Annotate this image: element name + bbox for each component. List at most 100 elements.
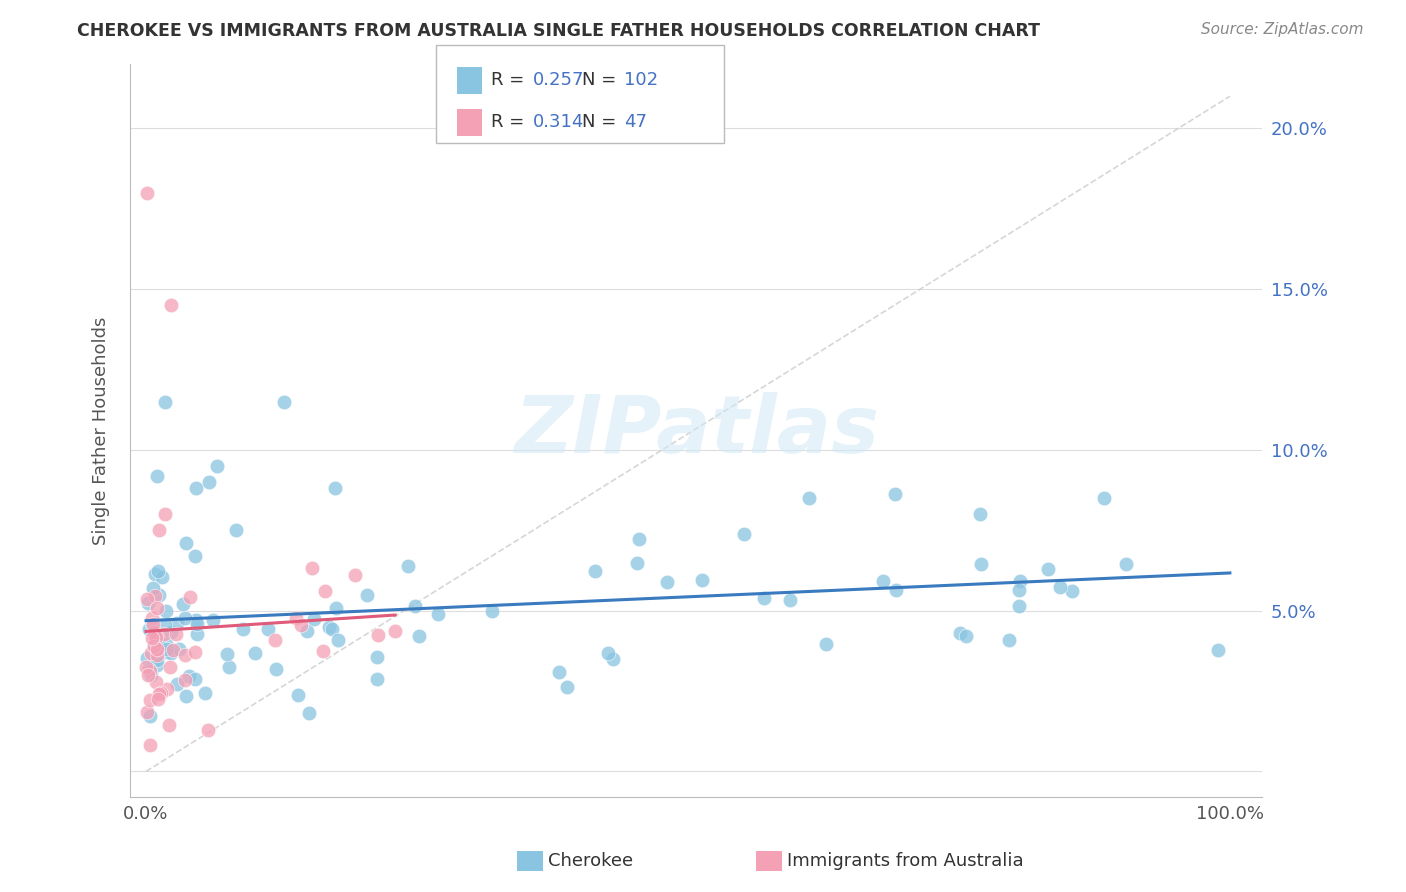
Point xyxy=(153,394,176,409)
Point xyxy=(145,641,167,656)
Point xyxy=(655,575,678,590)
Point xyxy=(872,574,894,588)
Point xyxy=(174,536,197,550)
Point xyxy=(404,599,426,614)
Point xyxy=(326,633,349,648)
Point xyxy=(165,627,187,641)
Point xyxy=(143,567,166,582)
Point xyxy=(273,394,295,409)
Point xyxy=(384,624,406,638)
Point xyxy=(1049,580,1071,594)
Point xyxy=(138,662,160,676)
Point xyxy=(232,622,254,636)
Point xyxy=(136,596,159,610)
Point xyxy=(998,633,1021,648)
Point xyxy=(159,646,181,660)
Point xyxy=(1115,558,1137,572)
Text: ZIPatlas: ZIPatlas xyxy=(513,392,879,469)
Point xyxy=(408,629,430,643)
Point xyxy=(159,298,181,312)
Point xyxy=(142,639,165,653)
Text: N =: N = xyxy=(582,113,621,131)
Point xyxy=(1062,584,1084,599)
Point xyxy=(186,627,208,641)
Point xyxy=(814,637,837,651)
Point xyxy=(160,624,183,639)
Point xyxy=(481,604,503,618)
Point xyxy=(139,664,162,678)
Point xyxy=(153,507,176,521)
Point xyxy=(177,669,200,683)
Point xyxy=(146,564,169,578)
Point xyxy=(184,645,207,659)
Point xyxy=(176,689,198,703)
Point xyxy=(257,622,280,636)
Point xyxy=(752,591,775,606)
Point xyxy=(139,646,162,660)
Point xyxy=(184,672,207,686)
Point xyxy=(598,646,620,660)
Point xyxy=(156,681,179,696)
Point xyxy=(146,692,169,706)
Point xyxy=(136,186,159,200)
Point xyxy=(290,618,312,632)
Point xyxy=(314,584,336,599)
Point xyxy=(356,588,378,602)
Point xyxy=(138,668,160,682)
Point xyxy=(148,588,170,602)
Point xyxy=(138,622,160,636)
Point xyxy=(138,709,160,723)
Point xyxy=(184,613,207,627)
Point xyxy=(344,568,367,582)
Text: Cherokee: Cherokee xyxy=(548,852,634,870)
Text: N =: N = xyxy=(582,71,621,89)
Point xyxy=(197,475,219,489)
Point xyxy=(146,648,169,662)
Point xyxy=(207,458,229,473)
Point xyxy=(143,650,166,665)
Point xyxy=(139,738,162,752)
Point xyxy=(149,685,172,699)
Point xyxy=(135,660,157,674)
Point xyxy=(141,611,163,625)
Point xyxy=(150,570,173,584)
Point xyxy=(1092,491,1115,505)
Point xyxy=(157,717,180,731)
Point xyxy=(142,582,165,596)
Point xyxy=(166,677,188,691)
Point xyxy=(218,659,240,673)
Point xyxy=(142,624,165,639)
Point xyxy=(174,673,197,687)
Point xyxy=(145,589,167,603)
Point xyxy=(194,686,217,700)
Text: 0.314: 0.314 xyxy=(533,113,585,131)
Point xyxy=(145,630,167,644)
Point xyxy=(141,616,163,631)
Point xyxy=(692,574,714,588)
Point xyxy=(883,487,905,501)
Point xyxy=(155,637,177,651)
Point xyxy=(396,558,419,573)
Point xyxy=(264,662,287,676)
Point xyxy=(148,523,170,537)
Point xyxy=(179,591,201,605)
Point xyxy=(547,665,569,679)
Point xyxy=(153,627,176,641)
Point xyxy=(1008,583,1031,598)
Point xyxy=(970,557,993,571)
Point xyxy=(166,615,188,630)
Point xyxy=(146,600,169,615)
Point xyxy=(145,674,167,689)
Point xyxy=(955,629,977,643)
Point xyxy=(1008,599,1031,613)
Point xyxy=(146,468,169,483)
Point xyxy=(321,622,343,636)
Text: R =: R = xyxy=(491,71,530,89)
Point xyxy=(197,723,219,737)
Point xyxy=(136,705,159,719)
Point xyxy=(138,663,160,677)
Point xyxy=(602,652,624,666)
Point xyxy=(143,639,166,653)
Point xyxy=(155,604,177,618)
Point xyxy=(627,533,650,547)
